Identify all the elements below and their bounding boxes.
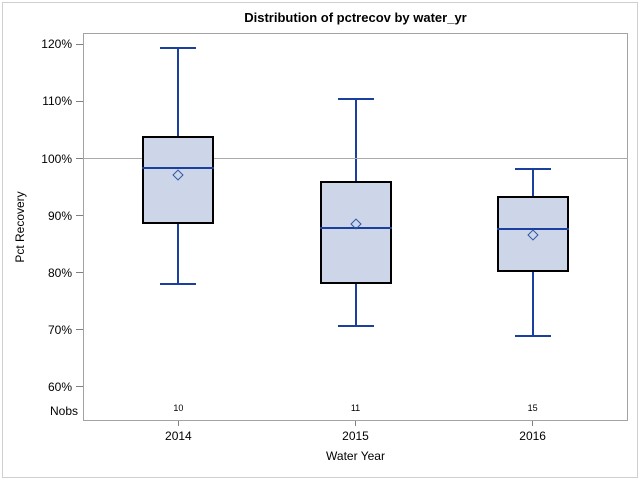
reference-line-100pct xyxy=(83,158,628,160)
y-tick-label: 90% xyxy=(47,208,72,223)
y-tick-mark xyxy=(76,100,83,102)
plot-area xyxy=(83,33,628,421)
y-tick-label: 120% xyxy=(41,37,72,52)
lower-whisker-line xyxy=(354,284,357,326)
y-tick-label: 80% xyxy=(47,265,72,280)
y-tick-mark xyxy=(76,43,83,45)
nobs-row-label: Nobs xyxy=(49,404,78,418)
nobs-value-2014: 10 xyxy=(173,403,184,413)
y-tick-label: 70% xyxy=(47,322,72,337)
lower-whisker-line xyxy=(177,223,180,285)
x-tick-label-2015: 2015 xyxy=(342,429,369,443)
y-tick-label: 100% xyxy=(41,151,72,166)
upper-whisker-cap xyxy=(514,168,551,171)
nobs-value-2015: 11 xyxy=(350,403,361,413)
x-tick-mark xyxy=(177,421,179,426)
x-tick-label-2014: 2014 xyxy=(165,429,192,443)
nobs-value-2016: 15 xyxy=(527,403,538,413)
x-axis-label: Water Year xyxy=(326,449,385,463)
x-tick-mark xyxy=(355,421,356,426)
interquartile-box xyxy=(319,181,392,285)
y-axis-label: Pct Recovery xyxy=(13,191,27,263)
x-tick-label-2016: 2016 xyxy=(519,429,546,443)
lower-whisker-cap xyxy=(337,324,374,327)
y-tick-label: 110% xyxy=(42,94,72,109)
upper-whisker-line xyxy=(177,48,180,136)
median-line xyxy=(496,227,569,230)
upper-whisker-line xyxy=(531,169,534,196)
median-line xyxy=(319,226,392,229)
y-tick-mark xyxy=(76,272,83,274)
lower-whisker-cap xyxy=(160,283,197,286)
upper-whisker-cap xyxy=(337,98,374,101)
y-tick-mark xyxy=(76,215,83,217)
chart-title: Distribution of pctrecov by water_yr xyxy=(244,10,467,25)
interquartile-box xyxy=(142,135,215,224)
median-line xyxy=(142,166,215,169)
x-tick-mark xyxy=(532,421,534,426)
upper-whisker-line xyxy=(354,99,357,182)
upper-whisker-cap xyxy=(160,47,197,50)
interquartile-box xyxy=(496,195,569,273)
y-tick-mark xyxy=(76,386,83,388)
y-tick-mark xyxy=(76,158,83,160)
y-tick-label: 60% xyxy=(47,379,72,394)
y-tick-mark xyxy=(76,329,83,331)
lower-whisker-line xyxy=(531,272,534,336)
lower-whisker-cap xyxy=(514,334,551,337)
